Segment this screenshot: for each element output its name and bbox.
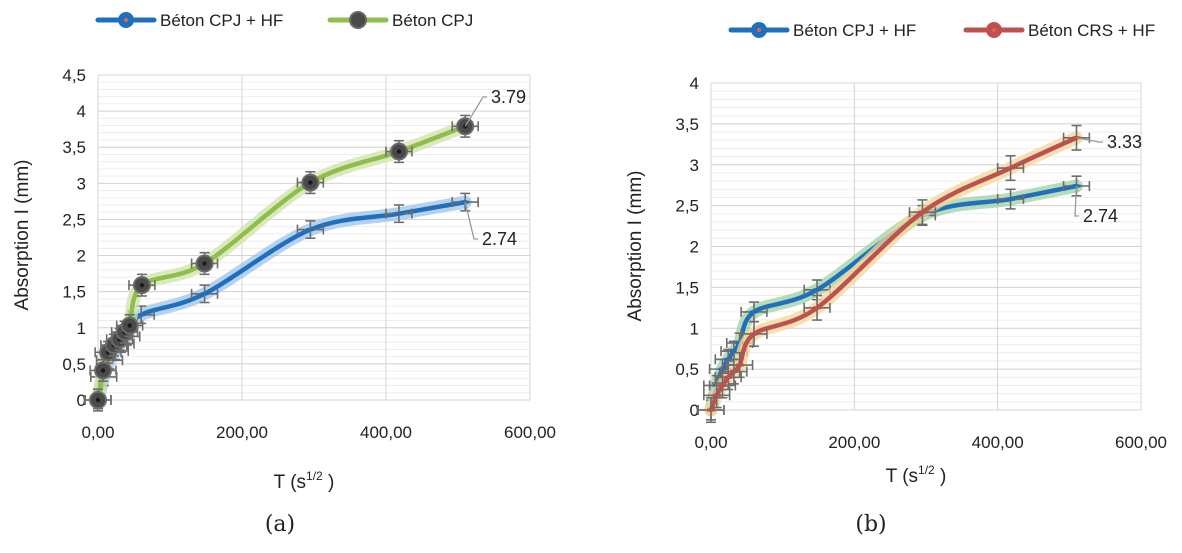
end-value-label: 2.74 bbox=[1083, 206, 1118, 226]
x-axis-title-main: T (s bbox=[274, 472, 306, 493]
y-tick-label: 3,5 bbox=[62, 138, 86, 157]
chart-b: 0 0,5 1 1,5 2 2,5 3 3,5 4 0,00 200,00 400,00 600,00 A… bbox=[625, 21, 1167, 487]
y-tick-label: 3 bbox=[690, 156, 699, 175]
y-tick-label: 1,5 bbox=[62, 283, 86, 302]
y-tick-label: 0 bbox=[690, 401, 699, 420]
end-value-label: 2.74 bbox=[482, 229, 517, 249]
legend-item: Béton CPJ + HF bbox=[728, 21, 916, 40]
data-point-center bbox=[100, 368, 106, 373]
x-axis-title-main: T (s bbox=[886, 466, 918, 487]
y-axis-title: Absorption I (mm) bbox=[625, 171, 646, 322]
x-tick-label: 200,00 bbox=[216, 423, 268, 442]
end-value-label: 3.79 bbox=[491, 87, 526, 107]
x-axis-title-superscript: 1/2 bbox=[918, 463, 935, 477]
x-axis-title: T (s1/2 ) bbox=[886, 463, 947, 487]
x-axis-title-superscript: 1/2 bbox=[306, 469, 323, 483]
data-point-center bbox=[308, 180, 313, 185]
series-glow bbox=[704, 179, 1083, 417]
legend-item: Béton CPJ bbox=[327, 11, 473, 30]
x-axis-title: T (s1/2 ) bbox=[274, 469, 335, 493]
x-tick-label: 0,00 bbox=[81, 423, 114, 442]
end-label-leader bbox=[464, 96, 487, 127]
data-point-center bbox=[396, 149, 402, 154]
chart-panel-a: 0 0,5 1 1,5 2 2,5 3 3,5 4 4,5 0,00 200,00 400,00 600,… bbox=[0, 0, 591, 548]
legend-label: Béton CPJ bbox=[392, 11, 473, 30]
data-point-center bbox=[95, 397, 101, 403]
panel-label-b: (b) bbox=[855, 512, 887, 537]
y-tick-label: 2,5 bbox=[62, 210, 86, 229]
legend-swatch-center bbox=[757, 28, 761, 32]
legend-swatch-center bbox=[992, 28, 996, 32]
y-tick-label: 3 bbox=[77, 174, 86, 193]
legend-swatch-marker bbox=[349, 11, 367, 29]
x-axis-title-tail: ) bbox=[935, 466, 947, 487]
y-tick-label: 2,5 bbox=[675, 197, 699, 216]
x-tick-label: 0,00 bbox=[694, 433, 727, 452]
x-axis-title-tail: ) bbox=[323, 472, 335, 493]
x-tick-label: 600,00 bbox=[1115, 433, 1167, 452]
x-tick-label: 400,00 bbox=[360, 423, 412, 442]
series-2: 3.33 bbox=[697, 124, 1142, 424]
y-tick-label: 1 bbox=[77, 319, 86, 338]
legend-label: Béton CPJ + HF bbox=[793, 21, 916, 40]
legend-label: Béton CPJ + HF bbox=[160, 11, 283, 30]
y-tick-label: 0,5 bbox=[675, 360, 699, 379]
legend-label: Béton CRS + HF bbox=[1028, 21, 1155, 40]
y-tick-label: 4,5 bbox=[62, 66, 86, 85]
series-1: 2.74 bbox=[697, 175, 1118, 421]
chart-panel-b: 0 0,5 1 1,5 2 2,5 3 3,5 4 0,00 200,00 400,00 600,00 A… bbox=[591, 0, 1182, 548]
legend-item: Béton CRS + HF bbox=[963, 21, 1155, 40]
data-point-center bbox=[127, 323, 132, 328]
end-label-leader bbox=[1074, 185, 1079, 217]
x-tick-label: 200,00 bbox=[828, 433, 880, 452]
legend-item: Béton CPJ + HF bbox=[95, 11, 283, 30]
y-tick-label: 0 bbox=[77, 391, 86, 410]
x-tick-label: 400,00 bbox=[972, 433, 1024, 452]
y-tick-label: 2 bbox=[690, 238, 699, 257]
data-point-center bbox=[202, 261, 207, 266]
y-tick-label: 2 bbox=[77, 247, 86, 266]
series-1: 2.74 bbox=[84, 192, 517, 410]
x-tick-label: 600,00 bbox=[504, 423, 556, 442]
data-point-center bbox=[139, 282, 145, 288]
y-axis-title: Absorption I (mm) bbox=[12, 160, 33, 311]
end-label-leader bbox=[464, 201, 478, 240]
major-gridlines bbox=[97, 74, 531, 401]
y-tick-label: 3,5 bbox=[675, 115, 699, 134]
y-tick-label: 1,5 bbox=[675, 278, 699, 297]
series-2: 3.79 bbox=[84, 87, 526, 412]
chart-a: 0 0,5 1 1,5 2 2,5 3 3,5 4 4,5 0,00 200,00 400,00 600,… bbox=[12, 11, 556, 493]
series-glow bbox=[91, 195, 472, 407]
end-value-label: 3.33 bbox=[1107, 132, 1142, 152]
y-tick-label: 4 bbox=[77, 102, 86, 121]
y-tick-label: 4 bbox=[690, 74, 699, 93]
series-line bbox=[708, 183, 1079, 413]
y-tick-label: 0,5 bbox=[62, 355, 86, 374]
legend-swatch-center bbox=[124, 18, 128, 22]
series-line bbox=[95, 199, 468, 403]
panel-label-a: (a) bbox=[264, 512, 296, 537]
y-tick-label: 1 bbox=[690, 319, 699, 338]
end-label-leader bbox=[1076, 137, 1103, 143]
